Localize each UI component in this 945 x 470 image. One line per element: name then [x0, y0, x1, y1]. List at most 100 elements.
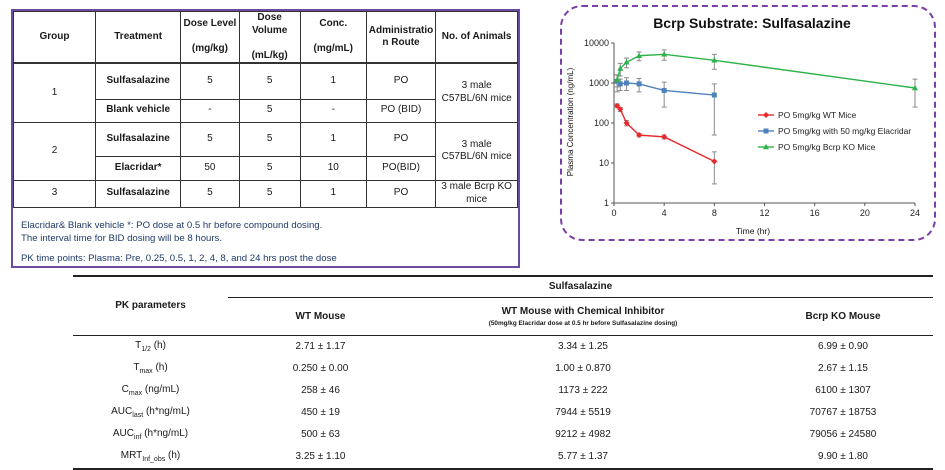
- y-tick-label: 10: [599, 158, 609, 168]
- pk-parameters-table: PK parameters Sulfasalazine WT Mouse WT …: [73, 275, 934, 470]
- route-cell: PO (BID): [365, 98, 437, 123]
- study-design-panel: Group Treatment Dose Level (mg/kg) Dose V…: [11, 9, 520, 268]
- wt-value-cell: 450 ± 19: [301, 407, 340, 418]
- ko-value-cell: 2.67 ± 1.15: [818, 363, 868, 374]
- data-point: [617, 65, 624, 71]
- parameter-symbol: T: [133, 362, 140, 373]
- table-row: AUCinf (h*ng/mL) 500 ± 63 9212 ± 4982 79056…: [73, 424, 933, 446]
- inhibitor-value-cell: 7944 ± 5519: [555, 407, 611, 418]
- table-row: AUClast (h*ng/mL) 450 ± 19 7944 ± 5519 7076…: [73, 402, 933, 424]
- header-conc: Conc. (mg/mL): [299, 11, 367, 64]
- wt-value-cell: 2.71 ± 1.17: [295, 341, 346, 352]
- group-cell: 2: [12, 121, 97, 181]
- animals-line2: C57BL/6N mice: [441, 151, 512, 162]
- chart-panel: Bcrp Substrate: Sulfasalazine 1 10 100 1000…: [560, 5, 936, 241]
- animals-line2: C57BL/6N mice: [441, 92, 512, 104]
- design-notes: Elacridar& Blank vehicle *: PO dose at 0…: [21, 219, 515, 265]
- y-tick-label: 10000: [584, 38, 609, 48]
- concentration-time-chart: Bcrp Substrate: Sulfasalazine 1 10 100 1000…: [566, 15, 920, 236]
- wt-value-cell: 500 ± 63: [301, 429, 340, 440]
- parameter-subscript: inf: [134, 434, 142, 441]
- parameter-subscript: max: [139, 368, 153, 375]
- treatment-cell: Sulfasalazine: [95, 62, 182, 100]
- parameter-unit: (ng/mL): [142, 384, 180, 395]
- table-row: MRTInf_obs (h) 3.25 ± 1.10 5.77 ± 1.37 9.90…: [73, 445, 934, 470]
- header-dose-level-label: Dose Level: [183, 18, 237, 30]
- data-point: [912, 84, 918, 91]
- y-tick-label: 1000: [589, 78, 609, 88]
- ko-value-cell: 79056 ± 24580: [809, 429, 877, 440]
- wt-value-cell: 3.25 ± 1.10: [228, 445, 413, 470]
- legend-label: PO 5mg/kg WT Mice: [778, 110, 857, 120]
- x-tick-label: 12: [759, 208, 769, 218]
- data-point: [636, 81, 642, 87]
- header-dose-volume: Dose Volume (mL/kg): [238, 11, 301, 64]
- treatment-cell: Elacridar*: [95, 155, 182, 181]
- group-cell: 1: [12, 62, 97, 123]
- parameter-subscript: Inf_obs: [142, 456, 166, 463]
- x-tick-label: 24: [910, 208, 920, 218]
- header-dose-volume-unit: (mL/kg): [251, 49, 288, 61]
- ko-value-cell: 70767 ± 18753: [809, 407, 877, 418]
- animals-line1: 3 male: [461, 138, 492, 150]
- header-admin-route-line1: Administratio: [368, 24, 434, 36]
- route-cell: PO(BID): [365, 155, 437, 181]
- animals-line1: 3 male: [461, 80, 492, 92]
- data-point: [661, 87, 667, 93]
- parameter-unit: (h*ng/mL): [143, 406, 190, 417]
- inhibitor-value-cell: 9212 ± 4982: [555, 429, 611, 440]
- header-animals: No. of Animals: [435, 11, 518, 64]
- treatment-cell: Blank vehicle: [95, 98, 182, 123]
- table-row: Blank vehicle - 5 - PO (BID): [14, 98, 518, 123]
- data-point: [661, 51, 668, 57]
- data-point: [617, 106, 624, 113]
- inhibitor-header: WT Mouse with Chemical Inhibitor (50mg/kg…: [413, 297, 753, 336]
- series-line: [616, 105, 715, 162]
- animals-cell: 3 male Bcrp KO mice: [435, 179, 518, 208]
- table-row: 1 Sulfasalazine 5 5 1 PO 3 male C57BL/6N …: [12, 62, 518, 123]
- group-cell: 3: [12, 179, 97, 208]
- ko-value-cell: 6.99 ± 0.90: [818, 341, 868, 352]
- conc-cell: 1: [299, 179, 367, 208]
- note-line-2: The interval time for BID dosing will be…: [21, 233, 223, 244]
- data-point: [636, 52, 643, 58]
- x-tick-label: 8: [712, 208, 717, 218]
- treatment-cell: Sulfasalazine: [95, 179, 182, 208]
- conc-cell: 10: [299, 155, 367, 181]
- animals-cell: 3 male C57BL/6N mice: [435, 62, 518, 123]
- pk-parameter-cell: Cmax (ng/mL): [73, 380, 228, 402]
- dose-volume-cell: 5: [238, 179, 301, 208]
- data-point: [636, 132, 643, 139]
- bcrp-ko-header: Bcrp KO Mouse: [753, 297, 934, 336]
- inhibitor-value-cell: 1173 ± 222: [558, 385, 608, 396]
- header-dose-level-unit: (mg/kg): [191, 43, 228, 55]
- table-row: Tmax (h) 0.250 ± 0.00 1.00 ± 0.870 2.67 ± 1…: [73, 358, 933, 380]
- header-conc-label: Conc.: [319, 18, 348, 30]
- conc-cell: -: [299, 98, 367, 123]
- conc-cell: 1: [299, 62, 367, 100]
- wt-mouse-header: WT Mouse: [228, 297, 413, 336]
- data-point: [711, 57, 718, 63]
- parameter-symbol: T: [135, 340, 142, 351]
- table-row: 3 Sulfasalazine 5 5 1 PO 3 male Bcrp KO m…: [12, 179, 518, 208]
- wt-value-cell: 0.250 ± 0.00: [292, 363, 349, 374]
- parameter-unit: (h): [165, 450, 181, 461]
- x-axis-label: Time (hr): [736, 226, 770, 236]
- header-dose-level: Dose Level (mg/kg): [180, 11, 240, 64]
- dose-level-cell: 5: [180, 62, 240, 100]
- chart-title: Bcrp Substrate: Sulfasalazine: [653, 15, 851, 31]
- legend-label: PO 5mg/kg with 50 mg/kg Elacridar: [778, 126, 911, 136]
- data-point: [614, 102, 621, 109]
- pk-parameter-cell: AUCinf (h*ng/mL): [73, 424, 228, 446]
- dose-volume-cell: 5: [238, 121, 301, 157]
- dose-volume-cell: 5: [238, 155, 301, 181]
- pk-parameter-cell: T1/2 (h): [73, 335, 228, 358]
- data-point: [614, 76, 621, 83]
- parameter-symbol: C: [121, 384, 129, 395]
- x-tick-label: 20: [860, 208, 870, 218]
- x-tick-label: 0: [611, 208, 616, 218]
- conc-cell: 1: [299, 121, 367, 157]
- pk-parameter-cell: AUClast (h*ng/mL): [73, 402, 228, 424]
- dose-level-cell: -: [180, 98, 240, 123]
- parameter-unit: (h): [152, 362, 168, 373]
